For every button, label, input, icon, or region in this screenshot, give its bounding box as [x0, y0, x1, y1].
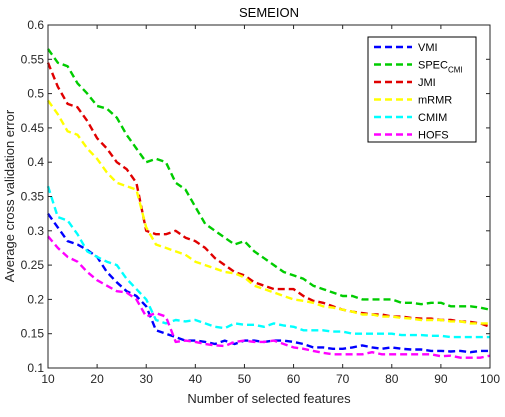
series-line-hofs: [47, 235, 491, 359]
x-axis-label: Number of selected features: [187, 391, 351, 406]
series-line-cmim: [46, 185, 490, 339]
series-line-spec: [47, 48, 491, 311]
y-tick-label: 0.15: [21, 327, 45, 341]
legend-label-mrmr: mRMR: [418, 95, 452, 107]
legend-label-subscript: CMI: [448, 66, 463, 75]
x-tick-label: 60: [287, 372, 301, 386]
ticks-layer: 10 20 30 40 50 60 70 80 90 100 0.1 0.15 0.2 0.25 0.3 0.…: [21, 18, 501, 386]
y-tick-label: 0.45: [21, 121, 45, 135]
y-tick-label: 0.35: [21, 190, 45, 204]
x-tick-label: 30: [140, 372, 154, 386]
y-tick-label: 0.4: [27, 155, 44, 169]
legend-label-cmim: CMIM: [418, 112, 447, 124]
y-tick-label: 0.1: [27, 361, 44, 375]
y-axis-label: Average cross validation error: [2, 109, 17, 282]
legend-label-vmi: VMI: [418, 42, 438, 54]
y-tick-label: 0.6: [27, 18, 44, 32]
x-tick-label: 80: [385, 372, 399, 386]
legend-label-hofs: HOFS: [418, 130, 449, 142]
series-layer: [46, 48, 491, 359]
x-tick-label: 50: [238, 372, 252, 386]
legend-box: [367, 36, 477, 143]
series-line-mrmr: [47, 99, 490, 325]
x-tick-label: 10: [41, 372, 55, 386]
x-tick-label: 20: [90, 372, 104, 386]
x-tick-label: 40: [189, 372, 203, 386]
y-tick-label: 0.55: [21, 52, 45, 66]
series-line-vmi: [47, 213, 490, 354]
x-tick-label: 90: [434, 372, 448, 386]
chart-title: SEMEION: [239, 5, 299, 20]
y-tick-label: 0.25: [21, 258, 45, 272]
legend-label-jmi: JMI: [418, 77, 436, 89]
y-tick-label: 0.2: [27, 292, 44, 306]
x-tick-label: 100: [480, 372, 500, 386]
y-tick-label: 0.5: [27, 87, 44, 101]
y-tick-label: 0.3: [27, 224, 44, 238]
x-tick-label: 70: [336, 372, 350, 386]
